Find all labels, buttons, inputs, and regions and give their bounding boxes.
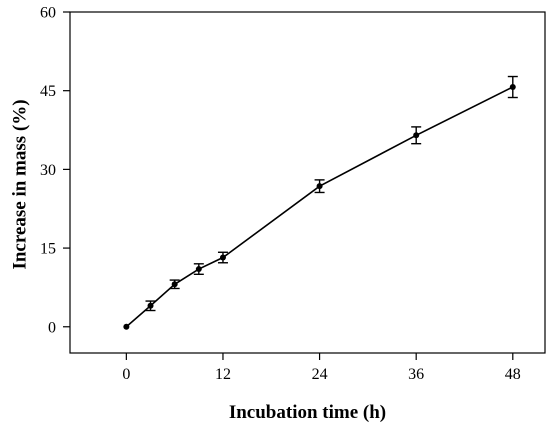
plot-area-frame bbox=[69, 11, 546, 354]
series-layer bbox=[123, 75, 518, 330]
y-axis-title: Increase in mass (%) bbox=[10, 99, 31, 269]
y-tick-label: 30 bbox=[40, 162, 56, 179]
data-point bbox=[171, 281, 178, 288]
x-axis: 0 12 24 36 48 bbox=[122, 353, 521, 383]
x-tick-label: 24 bbox=[312, 366, 328, 383]
series-line bbox=[125, 86, 514, 328]
y-tick-label: 15 bbox=[40, 241, 56, 258]
data-point bbox=[195, 266, 202, 273]
y-tick-label: 45 bbox=[40, 83, 56, 100]
x-tick-label: 12 bbox=[215, 366, 231, 383]
y-tick-label: 60 bbox=[40, 5, 56, 22]
data-point bbox=[316, 183, 323, 190]
data-point bbox=[413, 132, 420, 139]
x-tick-label: 36 bbox=[408, 366, 424, 383]
y-tick-label: 0 bbox=[48, 319, 56, 336]
x-tick-label: 48 bbox=[505, 366, 521, 383]
data-point bbox=[509, 84, 516, 91]
x-tick-label: 0 bbox=[122, 366, 130, 383]
y-axis: 0 15 30 45 60 bbox=[40, 5, 70, 336]
data-point bbox=[123, 323, 130, 330]
data-point bbox=[219, 254, 226, 261]
x-axis-title: Incubation time (h) bbox=[229, 402, 386, 423]
data-point bbox=[147, 302, 154, 309]
